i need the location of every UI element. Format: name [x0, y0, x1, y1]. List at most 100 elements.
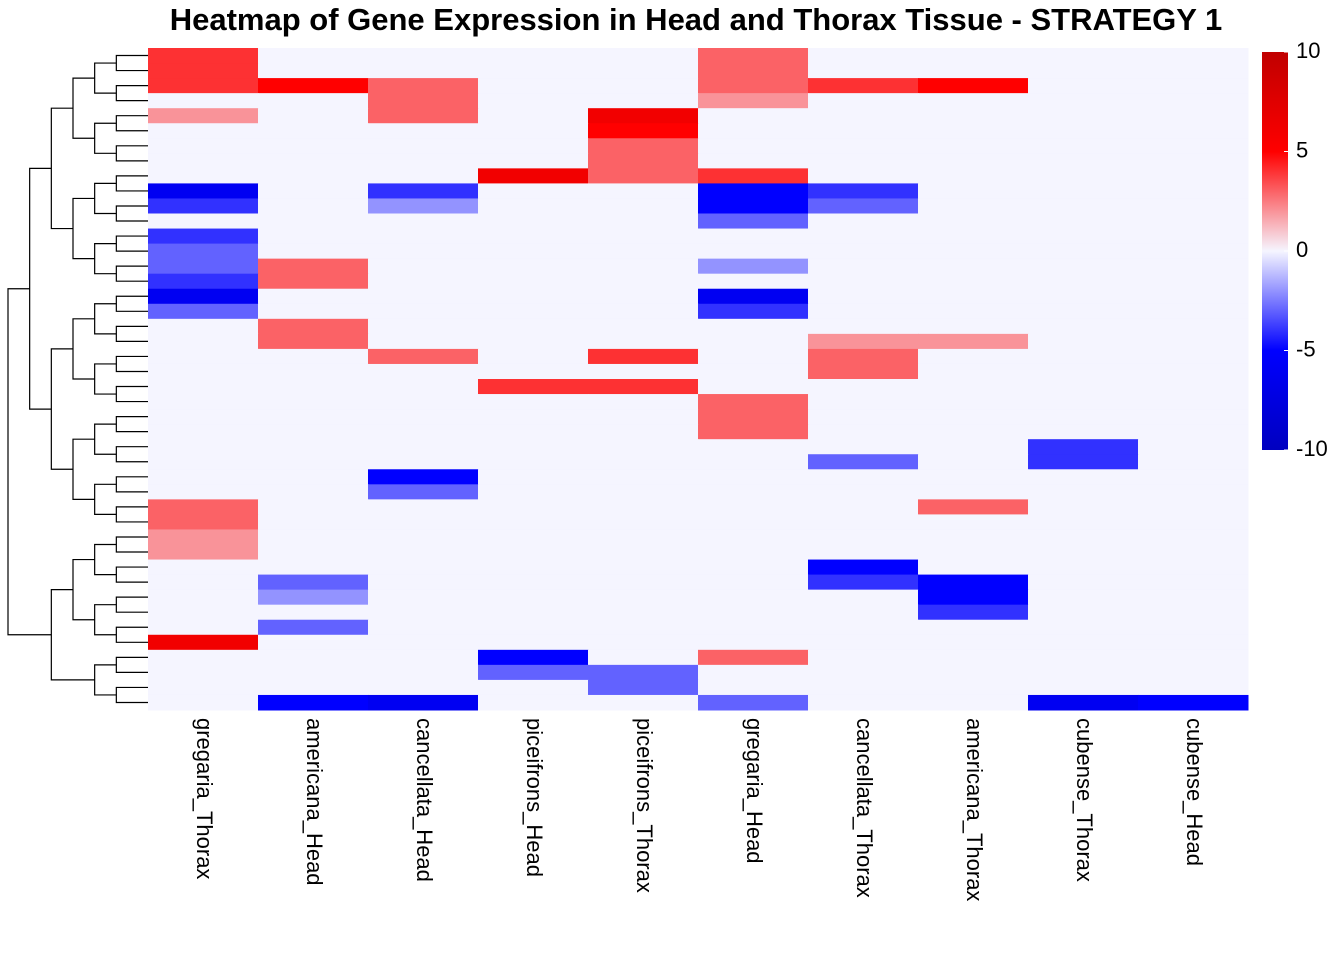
heatmap-cell [1138, 439, 1249, 455]
heatmap-cell [478, 514, 589, 530]
heatmap-cell [1138, 469, 1249, 485]
heatmap-cell [1028, 333, 1139, 350]
heatmap-cell [478, 348, 589, 365]
heatmap-cell [258, 108, 369, 124]
heatmap-cell [258, 409, 369, 425]
heatmap-cell [478, 228, 589, 245]
heatmap-cell [368, 303, 479, 320]
heatmap-cell [918, 469, 1029, 485]
heatmap-cell [148, 108, 259, 124]
heatmap-cell [918, 78, 1029, 94]
heatmap-cell [258, 348, 369, 365]
heatmap-cell [258, 604, 369, 621]
dendrogram-branch [115, 385, 148, 403]
heatmap-cell [918, 258, 1029, 275]
heatmap-cell [368, 48, 479, 64]
heatmap-cell [918, 333, 1029, 350]
dendrogram-branch [115, 115, 148, 132]
heatmap-cell [588, 529, 699, 545]
colorbar-tick-label: 10 [1296, 38, 1320, 63]
heatmap-cell [1138, 63, 1249, 79]
heatmap-cell [1028, 168, 1139, 184]
heatmap-cell [368, 243, 479, 260]
heatmap-cell [1138, 333, 1249, 350]
heatmap-cell [368, 619, 479, 636]
heatmap-cell [258, 694, 369, 711]
heatmap-cell [918, 499, 1029, 515]
heatmap-cell [1028, 439, 1139, 455]
heatmap-cell [588, 574, 699, 591]
dendrogram-branch [115, 325, 148, 342]
dendrogram-branch [94, 182, 117, 215]
dendrogram-branch [115, 175, 148, 192]
heatmap-cell [148, 273, 259, 290]
heatmap-cell [588, 318, 699, 335]
heatmap-cell [1028, 679, 1139, 696]
heatmap-cell [478, 273, 589, 290]
heatmap-cell [808, 439, 919, 455]
heatmap-cell [1138, 318, 1249, 335]
heatmap-cell [258, 198, 369, 214]
heatmap-cell [1028, 288, 1139, 305]
heatmap-cell [148, 123, 259, 139]
heatmap-cell [1028, 123, 1139, 139]
heatmap-cell [918, 228, 1029, 245]
heatmap-cell [588, 288, 699, 305]
heatmap-cell [1028, 153, 1139, 169]
dendrogram-branch [94, 242, 117, 275]
heatmap-cell [588, 649, 699, 666]
heatmap-cell [808, 333, 919, 350]
heatmap-cell [698, 469, 809, 485]
heatmap-cell [1138, 48, 1249, 64]
dendrogram-branch [72, 77, 95, 139]
heatmap-cell [148, 544, 259, 561]
heatmap-cell [1138, 363, 1249, 380]
heatmap-cell [368, 454, 479, 470]
heatmap-cell [368, 123, 479, 139]
column-label: cubense_Head [1182, 718, 1207, 866]
heatmap-cell [368, 409, 479, 425]
heatmap-cell [698, 288, 809, 305]
heatmap-cell [698, 333, 809, 350]
heatmap-cell [478, 198, 589, 214]
dendrogram-branch [72, 318, 95, 380]
heatmap-cell [1028, 303, 1139, 320]
heatmap-cell [588, 619, 699, 636]
heatmap-cell [368, 258, 479, 275]
heatmap-cell [148, 619, 259, 636]
heatmap-cell [1028, 409, 1139, 425]
heatmap-cell [1138, 634, 1249, 651]
heatmap-cell [588, 363, 699, 380]
heatmap-cell [478, 48, 589, 64]
heatmap-cell [1138, 409, 1249, 425]
heatmap-cell [698, 604, 809, 621]
heatmap-cell [258, 514, 369, 530]
heatmap-cell [258, 379, 369, 395]
dendrogram-branch [94, 303, 117, 335]
heatmap-cell [478, 469, 589, 485]
heatmap-cell [478, 168, 589, 184]
heatmap-cell [1138, 424, 1249, 440]
heatmap-cell [1028, 649, 1139, 666]
heatmap-cell [808, 664, 919, 681]
heatmap-cell [808, 514, 919, 530]
heatmap-cell [148, 439, 259, 455]
heatmap-cell [918, 424, 1029, 440]
dendrogram-branch [115, 235, 148, 252]
heatmap-cell [698, 258, 809, 275]
heatmap-cell [478, 318, 589, 335]
heatmap-cell [588, 168, 699, 184]
heatmap-cell [808, 138, 919, 154]
heatmap-cell [918, 604, 1029, 621]
heatmap-cell [1028, 198, 1139, 214]
heatmap-cell [918, 273, 1029, 290]
dendrogram-branch [94, 363, 117, 395]
dendrogram-branch [94, 62, 117, 94]
heatmap-cell [698, 649, 809, 666]
heatmap-cell [1138, 288, 1249, 305]
heatmap-cell [258, 63, 369, 79]
dendrogram-branch [50, 348, 73, 470]
heatmap-cell [808, 363, 919, 380]
heatmap-cell [698, 589, 809, 606]
heatmap-cell [808, 424, 919, 440]
